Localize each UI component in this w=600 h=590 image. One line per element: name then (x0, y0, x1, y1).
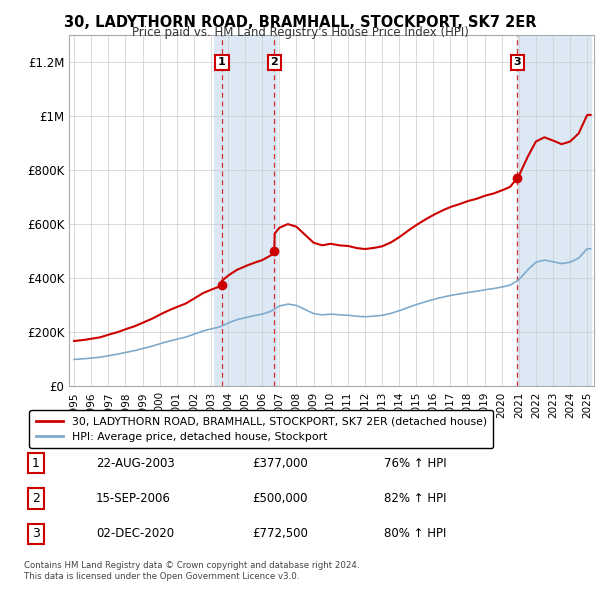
Text: 2: 2 (271, 57, 278, 67)
Text: Price paid vs. HM Land Registry's House Price Index (HPI): Price paid vs. HM Land Registry's House … (131, 26, 469, 39)
Text: 22-AUG-2003: 22-AUG-2003 (96, 457, 175, 470)
Text: 15-SEP-2006: 15-SEP-2006 (96, 492, 171, 505)
Text: 76% ↑ HPI: 76% ↑ HPI (384, 457, 446, 470)
Text: £772,500: £772,500 (252, 527, 308, 540)
Bar (517, 35, 590, 386)
Text: £377,000: £377,000 (252, 457, 308, 470)
Text: £500,000: £500,000 (252, 492, 308, 505)
Text: This data is licensed under the Open Government Licence v3.0.: This data is licensed under the Open Gov… (24, 572, 299, 581)
Text: 3: 3 (514, 57, 521, 67)
Text: 1: 1 (218, 57, 226, 67)
Text: 80% ↑ HPI: 80% ↑ HPI (384, 527, 446, 540)
Text: 30, LADYTHORN ROAD, BRAMHALL, STOCKPORT, SK7 2ER: 30, LADYTHORN ROAD, BRAMHALL, STOCKPORT,… (64, 15, 536, 30)
Text: 02-DEC-2020: 02-DEC-2020 (96, 527, 174, 540)
Text: 3: 3 (32, 527, 40, 540)
Legend: 30, LADYTHORN ROAD, BRAMHALL, STOCKPORT, SK7 2ER (detached house), HPI: Average : 30, LADYTHORN ROAD, BRAMHALL, STOCKPORT,… (29, 410, 493, 448)
Text: 1: 1 (32, 457, 40, 470)
Text: Contains HM Land Registry data © Crown copyright and database right 2024.: Contains HM Land Registry data © Crown c… (24, 560, 359, 569)
Text: 82% ↑ HPI: 82% ↑ HPI (384, 492, 446, 505)
Bar (214, 35, 277, 386)
Text: 2: 2 (32, 492, 40, 505)
